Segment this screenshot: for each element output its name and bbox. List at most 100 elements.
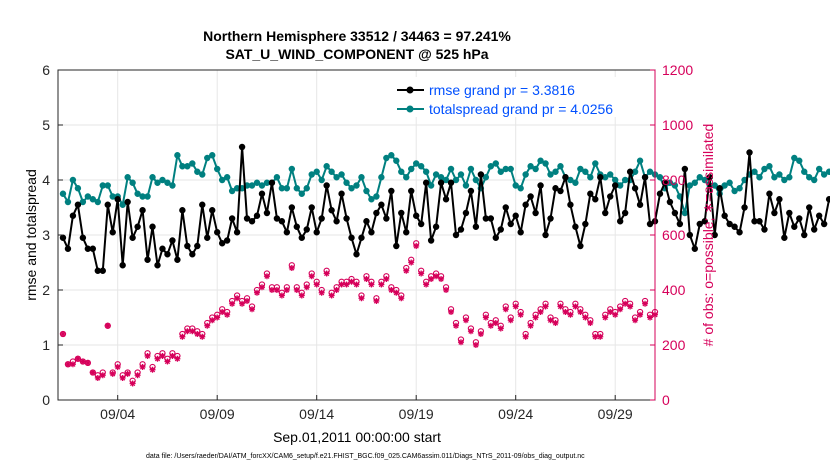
rmse-point	[313, 229, 320, 236]
obs-assimilated-point	[612, 311, 619, 318]
totalspread-point	[288, 165, 296, 173]
totalspread-point	[497, 168, 504, 175]
obs-assimilated-point	[537, 309, 544, 315]
totalspread-point	[552, 168, 559, 175]
totalspread-point	[328, 168, 335, 175]
totalspread-point	[298, 190, 305, 197]
rmse-point	[661, 179, 669, 186]
totalspread-point	[308, 171, 315, 178]
rmse-point	[149, 223, 156, 230]
totalspread-point	[378, 174, 385, 181]
totalspread-point	[174, 152, 181, 159]
obs-assimilated-point	[413, 243, 420, 249]
totalspread-point	[258, 182, 266, 189]
title-group: Northern Hemisphere 33512 / 34463 = 97.2…	[203, 28, 511, 62]
totalspread-point	[293, 185, 300, 192]
totalspread-point	[766, 163, 773, 170]
totalspread-point	[467, 165, 475, 173]
obs-assimilated-point	[313, 281, 320, 288]
footnote: data file: /Users/raeder/DAI/ATM_forcXX/…	[146, 453, 585, 460]
rmse-point	[671, 209, 679, 217]
rmse-point	[811, 226, 818, 233]
obs-assimilated-point	[224, 311, 231, 318]
rmse-point	[348, 234, 355, 241]
obs-assimilated-point	[552, 320, 559, 326]
totalspread-point	[825, 168, 830, 175]
totalspread-point	[333, 174, 340, 181]
totalspread-point	[462, 182, 470, 189]
totalspread-point	[507, 165, 514, 173]
obs-assimilated-point	[298, 292, 305, 299]
rmse-point	[89, 245, 97, 252]
rmse-point	[512, 212, 519, 219]
totalspread-point	[164, 179, 171, 186]
obs-assimilated-point	[219, 309, 226, 315]
rmse-point	[597, 174, 604, 181]
y-right-tick-label: 0	[662, 392, 670, 408]
totalspread-point	[482, 174, 490, 181]
rmse-series	[59, 143, 830, 274]
obs-assimilated-point	[333, 287, 340, 293]
obs-assimilated-point	[597, 333, 604, 340]
totalspread-point	[323, 163, 330, 170]
x-axis: 09/04 09/09 09/14 09/19 09/24 09/29	[100, 395, 633, 422]
obs-count-series	[59, 240, 659, 387]
obs-assimilated-point	[622, 300, 629, 307]
rmse-point	[666, 198, 674, 206]
totalspread-point	[542, 160, 549, 167]
totalspread-point	[263, 179, 271, 186]
totalspread-point	[99, 182, 106, 189]
y-right-tick-label: 800	[662, 172, 686, 188]
rmse-point	[636, 201, 644, 208]
obs-assimilated-point	[134, 372, 141, 379]
obs-assimilated-point	[592, 333, 599, 340]
totalspread-point	[134, 190, 141, 197]
totalspread-point	[731, 187, 738, 195]
x-axis-label: Sep.01,2011 00:00:00 start	[273, 429, 441, 445]
rmse-point	[582, 220, 589, 228]
y-left-tick-label: 2	[42, 282, 50, 298]
obs-assimilated-point	[517, 311, 524, 318]
obs-assimilated-point	[69, 361, 76, 368]
obs-assimilated-point	[318, 289, 325, 296]
totalspread-point	[363, 187, 370, 195]
totalspread-point	[373, 193, 380, 200]
totalspread-point	[89, 196, 97, 203]
totalspread-point	[169, 182, 176, 189]
totalspread-point	[756, 174, 763, 181]
totalspread-point	[59, 190, 67, 197]
totalspread-point	[671, 182, 679, 189]
rmse-point	[696, 220, 703, 228]
totalspread-point	[417, 163, 425, 170]
obs-assimilated-point	[353, 281, 360, 288]
obs-assimilated-point	[149, 366, 156, 373]
obs-assimilated-point	[348, 278, 355, 285]
obs-assimilated-point	[418, 270, 425, 277]
totalspread-point	[796, 157, 803, 164]
rmse-point	[74, 201, 82, 208]
totalspread-point	[607, 171, 614, 178]
rmse-point	[134, 223, 141, 230]
obs-assimilated-point	[104, 322, 111, 329]
obs-assimilated-point	[204, 322, 211, 329]
totalspread-point	[343, 179, 350, 186]
rmse-point	[746, 149, 753, 156]
rmse-point	[487, 215, 495, 222]
y-left-tick-label: 3	[42, 227, 50, 243]
y-left-tick-label: 5	[42, 117, 50, 133]
obs-assimilated-point	[244, 298, 251, 304]
totalspread-point	[815, 165, 823, 173]
totalspread-point	[149, 174, 156, 181]
rmse-point	[492, 234, 499, 241]
rmse-point	[218, 240, 226, 247]
obs-assimilated-point	[602, 314, 609, 321]
rmse-point	[69, 212, 77, 219]
rmse-point	[199, 201, 206, 208]
totalspread-point	[422, 168, 430, 175]
obs-assimilated-point	[249, 306, 256, 313]
obs-assimilated-point	[433, 273, 440, 280]
rmse-point	[109, 229, 116, 236]
totalspread-point	[79, 198, 87, 206]
obs-assimilated-point	[378, 281, 385, 288]
rmse-point	[646, 220, 654, 228]
